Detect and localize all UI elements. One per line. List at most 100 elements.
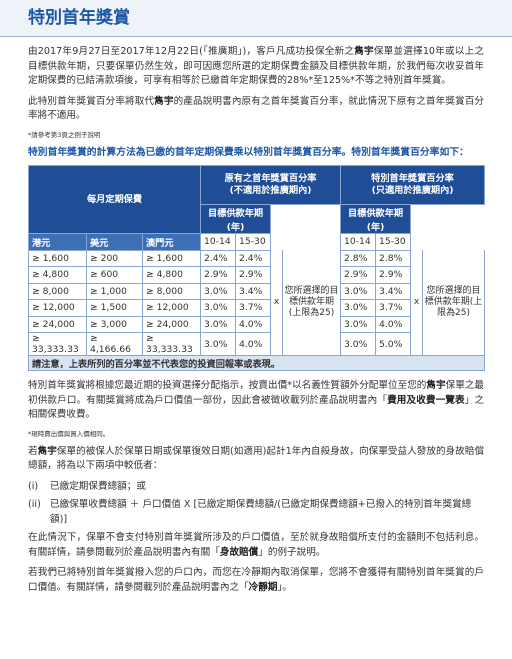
header-cell: 10-14 [200, 233, 237, 251]
table-cell: ≥ 3,000 [86, 315, 143, 333]
text-run: 保單的被保人於保單日期或保單復效日期(如適用)起計1年內自殺身故，向保單受益人發… [28, 445, 485, 472]
header-cell: 每月定期保費 [27, 165, 202, 234]
table-cell: 2.9% [375, 266, 412, 284]
header-text: 特別首年獎賞百分率 [371, 173, 454, 184]
table-cell: ≥ 1,600 [28, 249, 87, 267]
paragraph: 特別首年獎賞將根據您最近期的投資選擇分配指示，按賣出價*以名義性質額外分配單位至… [28, 379, 484, 423]
option-text: 已繳保單收費總額 ＋ 戶口價值 X [已繳定期保費總額/(已繳定期保費總額+已撥… [50, 499, 472, 525]
text-run: 身故賠償 [219, 546, 259, 558]
table-cell: ≥ 24,000 [141, 315, 202, 333]
table-cell: 3.0% [340, 282, 377, 300]
rate-table: 每月定期保費 原有之首年獎賞百分率 (不適用於推廣期內) 特別首年獎賞百分率 (只適… [27, 165, 486, 371]
text-run: 」之相關保費收費。 [28, 394, 485, 421]
header-cell: 10-14 [340, 233, 377, 251]
table-cell: ≥ 200 [86, 249, 143, 267]
text-run: 在此情況下，保單不會支付特別首年獎賞所涉及的戶口價值，至於就身故賠償所支付的金額… [28, 532, 484, 558]
title-bar: 特別首年獎賞 [0, 0, 512, 37]
table-cell: 2.4% [200, 249, 237, 267]
formula-heading: 特別首年獎賞的計算方法為已繳的首年定期保費乘以特別首年獎賞百分率。特別首年獎賞百… [28, 146, 469, 158]
table-cell: ≥ 600 [86, 266, 143, 284]
table-cell: ≥ 1,000 [86, 282, 143, 300]
table-row: ≥ 33,333.33 ≥ 4,166.66 ≥ 33,333.33 3.0% 4.0%… [28, 332, 485, 356]
header-cell: 15-30 [235, 233, 272, 251]
table-cell: ≥ 24,000 [28, 315, 87, 333]
table-row: ≥ 12,000 ≥ 1,500 ≥ 12,000 3.0% 3.7% 3.0% 3.7% [28, 299, 485, 317]
header-text: 原有之首年獎賞百分率 [224, 173, 317, 184]
text-run: 」的例子說明。 [258, 546, 326, 558]
table-row: ≥ 8,000 ≥ 1,000 ≥ 8,000 3.0% 3.4% 3.0% 3.4% [28, 282, 485, 300]
table-cell: ≥ 12,000 [141, 299, 202, 317]
table-cell: 2.9% [235, 266, 272, 284]
multiplier: x [410, 250, 424, 356]
table-cell: 4.0% [375, 315, 412, 333]
table-cell: 2.4% [235, 249, 272, 267]
table-cell: 3.0% [200, 332, 237, 356]
content: 由2017年9月27日至2017年12月22日(「推廣期」)，客戶凡成功投保全新… [0, 45, 512, 595]
text-run: 雋宇 [154, 95, 174, 107]
header-text: (不適用於推廣期內) [229, 185, 312, 196]
table-cell: 3.0% [200, 315, 237, 333]
header-cell: 澳門元 [141, 233, 202, 251]
paragraph: 在此情況下，保單不會支付特別首年獎賞所涉及的戶口價值，至於就身故賠償所支付的金額… [28, 531, 484, 560]
paragraph: 此特別首年獎賞百分率將取代雋宇的產品說明書內原有之首年獎賞百分率，就此情況下原有… [28, 95, 484, 124]
table-cell: ≥ 4,800 [28, 266, 87, 284]
option-text: 已繳定期保費總額；或 [50, 480, 146, 492]
text-run: 的產品說明書內原有之首年獎賞百分率，就此情況下原有之首年獎賞百分率將不適用。 [28, 95, 485, 122]
text-run: 費用及收費一覽表 [387, 394, 465, 406]
table-row: ≥ 1,600 ≥ 200 ≥ 1,600 2.4% 2.4% x 您所選擇的目標供款年期(… [28, 249, 486, 356]
text-run: 由2017年9月27日至2017年12月22日(「推廣期」)，客戶凡成功投保全新… [28, 46, 355, 57]
header-text: (只適用於推廣期內) [371, 185, 454, 196]
table-cell: 2.9% [200, 266, 237, 284]
table-row: 請注意，上表所列的百分率並不代表您的投資回報率或表現。 [27, 355, 486, 371]
blank-cell [270, 233, 341, 250]
table-cell: 3.7% [235, 299, 272, 317]
table-cell: 2.8% [375, 249, 412, 267]
term-note: 您所選擇的目標供款年期(上限為25) [422, 250, 486, 356]
option: (i) 已繳定期保費總額；或 [28, 480, 484, 495]
page-title: 特別首年獎賞 [28, 8, 130, 28]
text-run: 雋宇 [354, 46, 374, 57]
option-list: (i) 已繳定期保費總額；或 (ii) 已繳保單收費總額 ＋ 戶口價值 X [已繳定期… [28, 480, 484, 528]
table-cell: 2.9% [340, 266, 377, 284]
text-run: 保單並選擇10年或以上之目標供款年期，只要保單仍然生效，即可因應您所選的定期保費… [28, 46, 485, 86]
blank-cell [270, 204, 341, 234]
paragraph: 由2017年9月27日至2017年12月22日(「推廣期」)，客戶凡成功投保全新… [28, 45, 484, 89]
text-run: 雋宇 [37, 445, 57, 457]
table-cell: 3.4% [375, 282, 412, 300]
table-cell: 3.0% [200, 299, 237, 317]
table-cell: 5.0% [375, 332, 412, 356]
blank-cell [410, 204, 485, 234]
header-cell: 特別首年獎賞百分率 (只適用於推廣期內) [340, 165, 486, 205]
table-cell: 3.0% [200, 282, 237, 300]
text-run: 此特別首年獎賞百分率將取代 [28, 95, 155, 107]
table-cell: ≥ 8,000 [28, 282, 87, 300]
option-marker: (i) [28, 480, 39, 492]
table-cell: 2.8% [340, 249, 377, 267]
text-run: 特別首年獎賞將根據您最近期的投資選擇分配指示，按賣出價*以名義性質額外分配單位至… [28, 380, 427, 391]
table-cell: ≥ 33,333.33 [28, 332, 87, 356]
multiplier: x [270, 250, 284, 356]
table-cell: ≥ 8,000 [141, 282, 202, 300]
header-cell: 港元 [28, 233, 87, 251]
text-run: 若 [28, 445, 38, 457]
table-cell: ≥ 4,800 [141, 266, 202, 284]
table-cell: 3.4% [235, 282, 272, 300]
table-cell: 3.7% [375, 299, 412, 317]
paragraph: 若雋宇保單的被保人於保單日期或保單復效日期(如適用)起計1年內自殺身故，向保單受… [28, 445, 484, 474]
header-cell: 15-30 [375, 233, 412, 251]
header-cell: 美元 [86, 233, 143, 251]
table-row: ≥ 24,000 ≥ 3,000 ≥ 24,000 3.0% 4.0% 3.0% 4.0% [28, 315, 485, 333]
footnote: *現時賣出價與買入價相同。 [28, 429, 110, 438]
table-cell: ≥ 1,500 [86, 299, 143, 317]
table-cell: 3.0% [340, 332, 377, 356]
table-cell: ≥ 33,333.33 [141, 332, 202, 356]
table-cell: ≥ 4,166.66 [86, 332, 143, 356]
table-cell: 3.0% [340, 299, 377, 317]
table-cell: ≥ 12,000 [28, 299, 87, 317]
header-cell: 目標供款年期(年) [340, 204, 412, 234]
table-cell: ≥ 1,600 [141, 249, 202, 267]
table-cell: 3.0% [340, 315, 377, 333]
term-note: 您所選擇的目標供款年期(上限為25) [282, 250, 342, 356]
paragraph: 若我們已將特別首年獎賞撥入您的戶口內，而您在冷靜期內取消保單，您將不會獲得有關特… [28, 566, 484, 595]
